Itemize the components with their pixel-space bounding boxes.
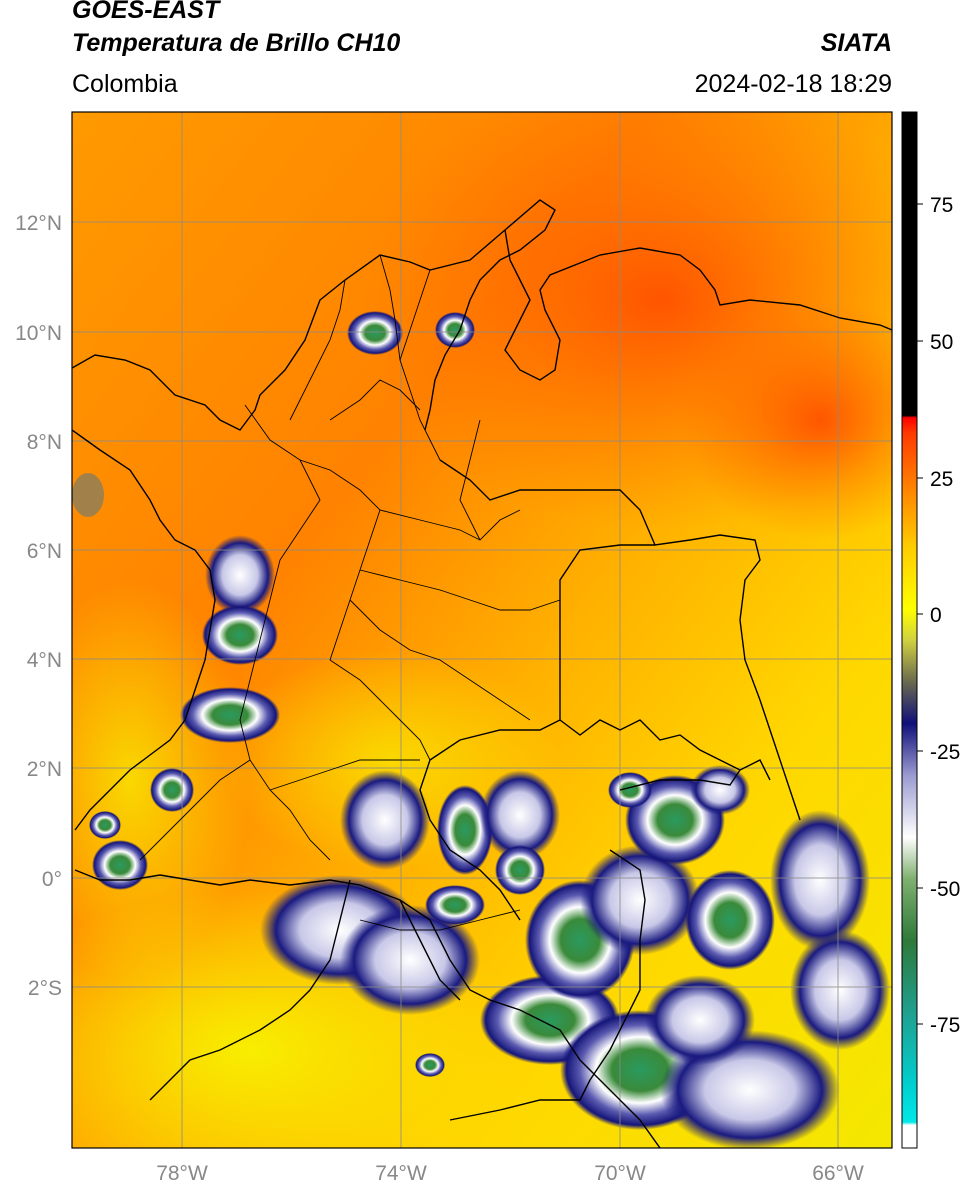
colorbar: 75 50 25 0 -25 -50 -75 — [901, 111, 960, 1149]
colorbar-tick-minus25: -25 — [930, 741, 960, 764]
political-boundaries — [72, 199, 892, 1148]
colorbar-tick-0: 0 — [930, 604, 942, 627]
lat-label-4n: 4°N — [27, 649, 62, 672]
graticule — [72, 112, 892, 1148]
lat-label-2s: 2°S — [28, 977, 62, 1000]
agency-label: SIATA — [820, 29, 892, 57]
colorbar-tick-50: 50 — [930, 331, 953, 354]
colorbar-tick-minus50: -50 — [930, 878, 960, 901]
lon-label-74w: 74°W — [375, 1162, 427, 1185]
colorbar-tick-25: 25 — [930, 468, 953, 491]
lat-label-0: 0° — [42, 868, 62, 891]
lon-label-78w: 78°W — [156, 1162, 208, 1185]
lat-label-6n: 6°N — [27, 540, 62, 563]
lon-label-70w: 70°W — [594, 1162, 646, 1185]
product-title: Temperatura de Brillo CH10 — [72, 29, 401, 57]
lat-label-2n: 2°N — [27, 758, 62, 781]
lat-label-12n: 12°N — [15, 212, 62, 235]
latitude-labels: 12°N 10°N 8°N 6°N 4°N 2°N 0° 2°S — [15, 212, 62, 1000]
lat-label-10n: 10°N — [15, 322, 62, 345]
department-borders — [139, 254, 561, 931]
temperature-field — [72, 112, 892, 1148]
satellite-title: GOES-EAST — [72, 0, 220, 24]
lat-label-8n: 8°N — [27, 431, 62, 454]
colorbar-tick-75: 75 — [930, 194, 953, 217]
colorbar-tick-minus75: -75 — [930, 1014, 960, 1037]
region-label: Colombia — [72, 70, 178, 98]
map-frame — [71, 111, 893, 1149]
datetime-label: 2024-02-18 18:29 — [694, 70, 892, 98]
lon-label-66w: 66°W — [812, 1162, 864, 1185]
cloud-clusters — [72, 311, 890, 1148]
longitude-labels: 78°W 74°W 70°W 66°W — [156, 1162, 864, 1185]
colorbar-scale — [901, 111, 918, 1149]
